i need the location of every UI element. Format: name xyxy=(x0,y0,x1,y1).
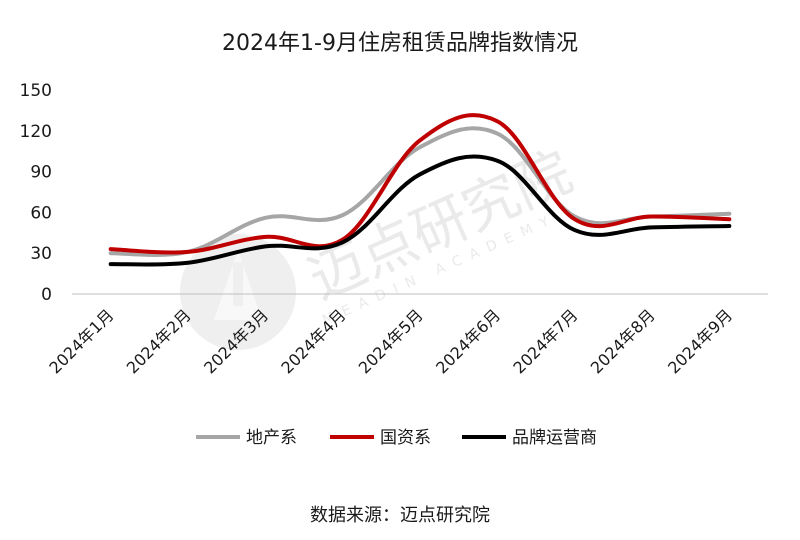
y-tick-label: 150 xyxy=(20,81,52,101)
series-line-2 xyxy=(108,154,732,267)
x-axis-ticks: 2024年1月 2024年2月 2024年3月 2024年4月 2024年5月 2024年… xyxy=(45,305,736,377)
y-tick-label: 60 xyxy=(30,203,52,223)
watermark: 迈点研究院 MEADIN ACADEMY xyxy=(180,140,581,350)
x-tick-label: 2024年7月 xyxy=(509,305,581,377)
y-tick-label: 90 xyxy=(30,163,52,183)
x-tick-label: 2024年6月 xyxy=(432,305,504,377)
y-tick-label: 120 xyxy=(20,122,52,142)
x-tick-label: 2024年2月 xyxy=(123,305,195,377)
x-tick-label: 2024年5月 xyxy=(355,305,427,377)
chart-title: 2024年1-9月住房租赁品牌指数情况 xyxy=(222,31,578,56)
legend-label: 国资系 xyxy=(380,428,431,448)
y-tick-label: 0 xyxy=(41,285,52,305)
legend: 地产系 国资系 品牌运营商 xyxy=(196,428,597,448)
y-axis-ticks: 150 120 90 60 30 0 xyxy=(20,81,52,305)
series-line-1 xyxy=(108,113,732,255)
legend-label: 地产系 xyxy=(246,428,297,448)
source-note: 数据来源：迈点研究院 xyxy=(310,505,490,526)
legend-label: 品牌运营商 xyxy=(512,428,597,448)
x-tick-label: 2024年9月 xyxy=(664,305,736,377)
x-tick-label: 2024年8月 xyxy=(587,305,659,377)
series-lines xyxy=(108,113,732,267)
x-tick-label: 2024年1月 xyxy=(45,305,117,377)
watermark-logo xyxy=(180,234,296,350)
y-tick-label: 30 xyxy=(30,244,52,264)
